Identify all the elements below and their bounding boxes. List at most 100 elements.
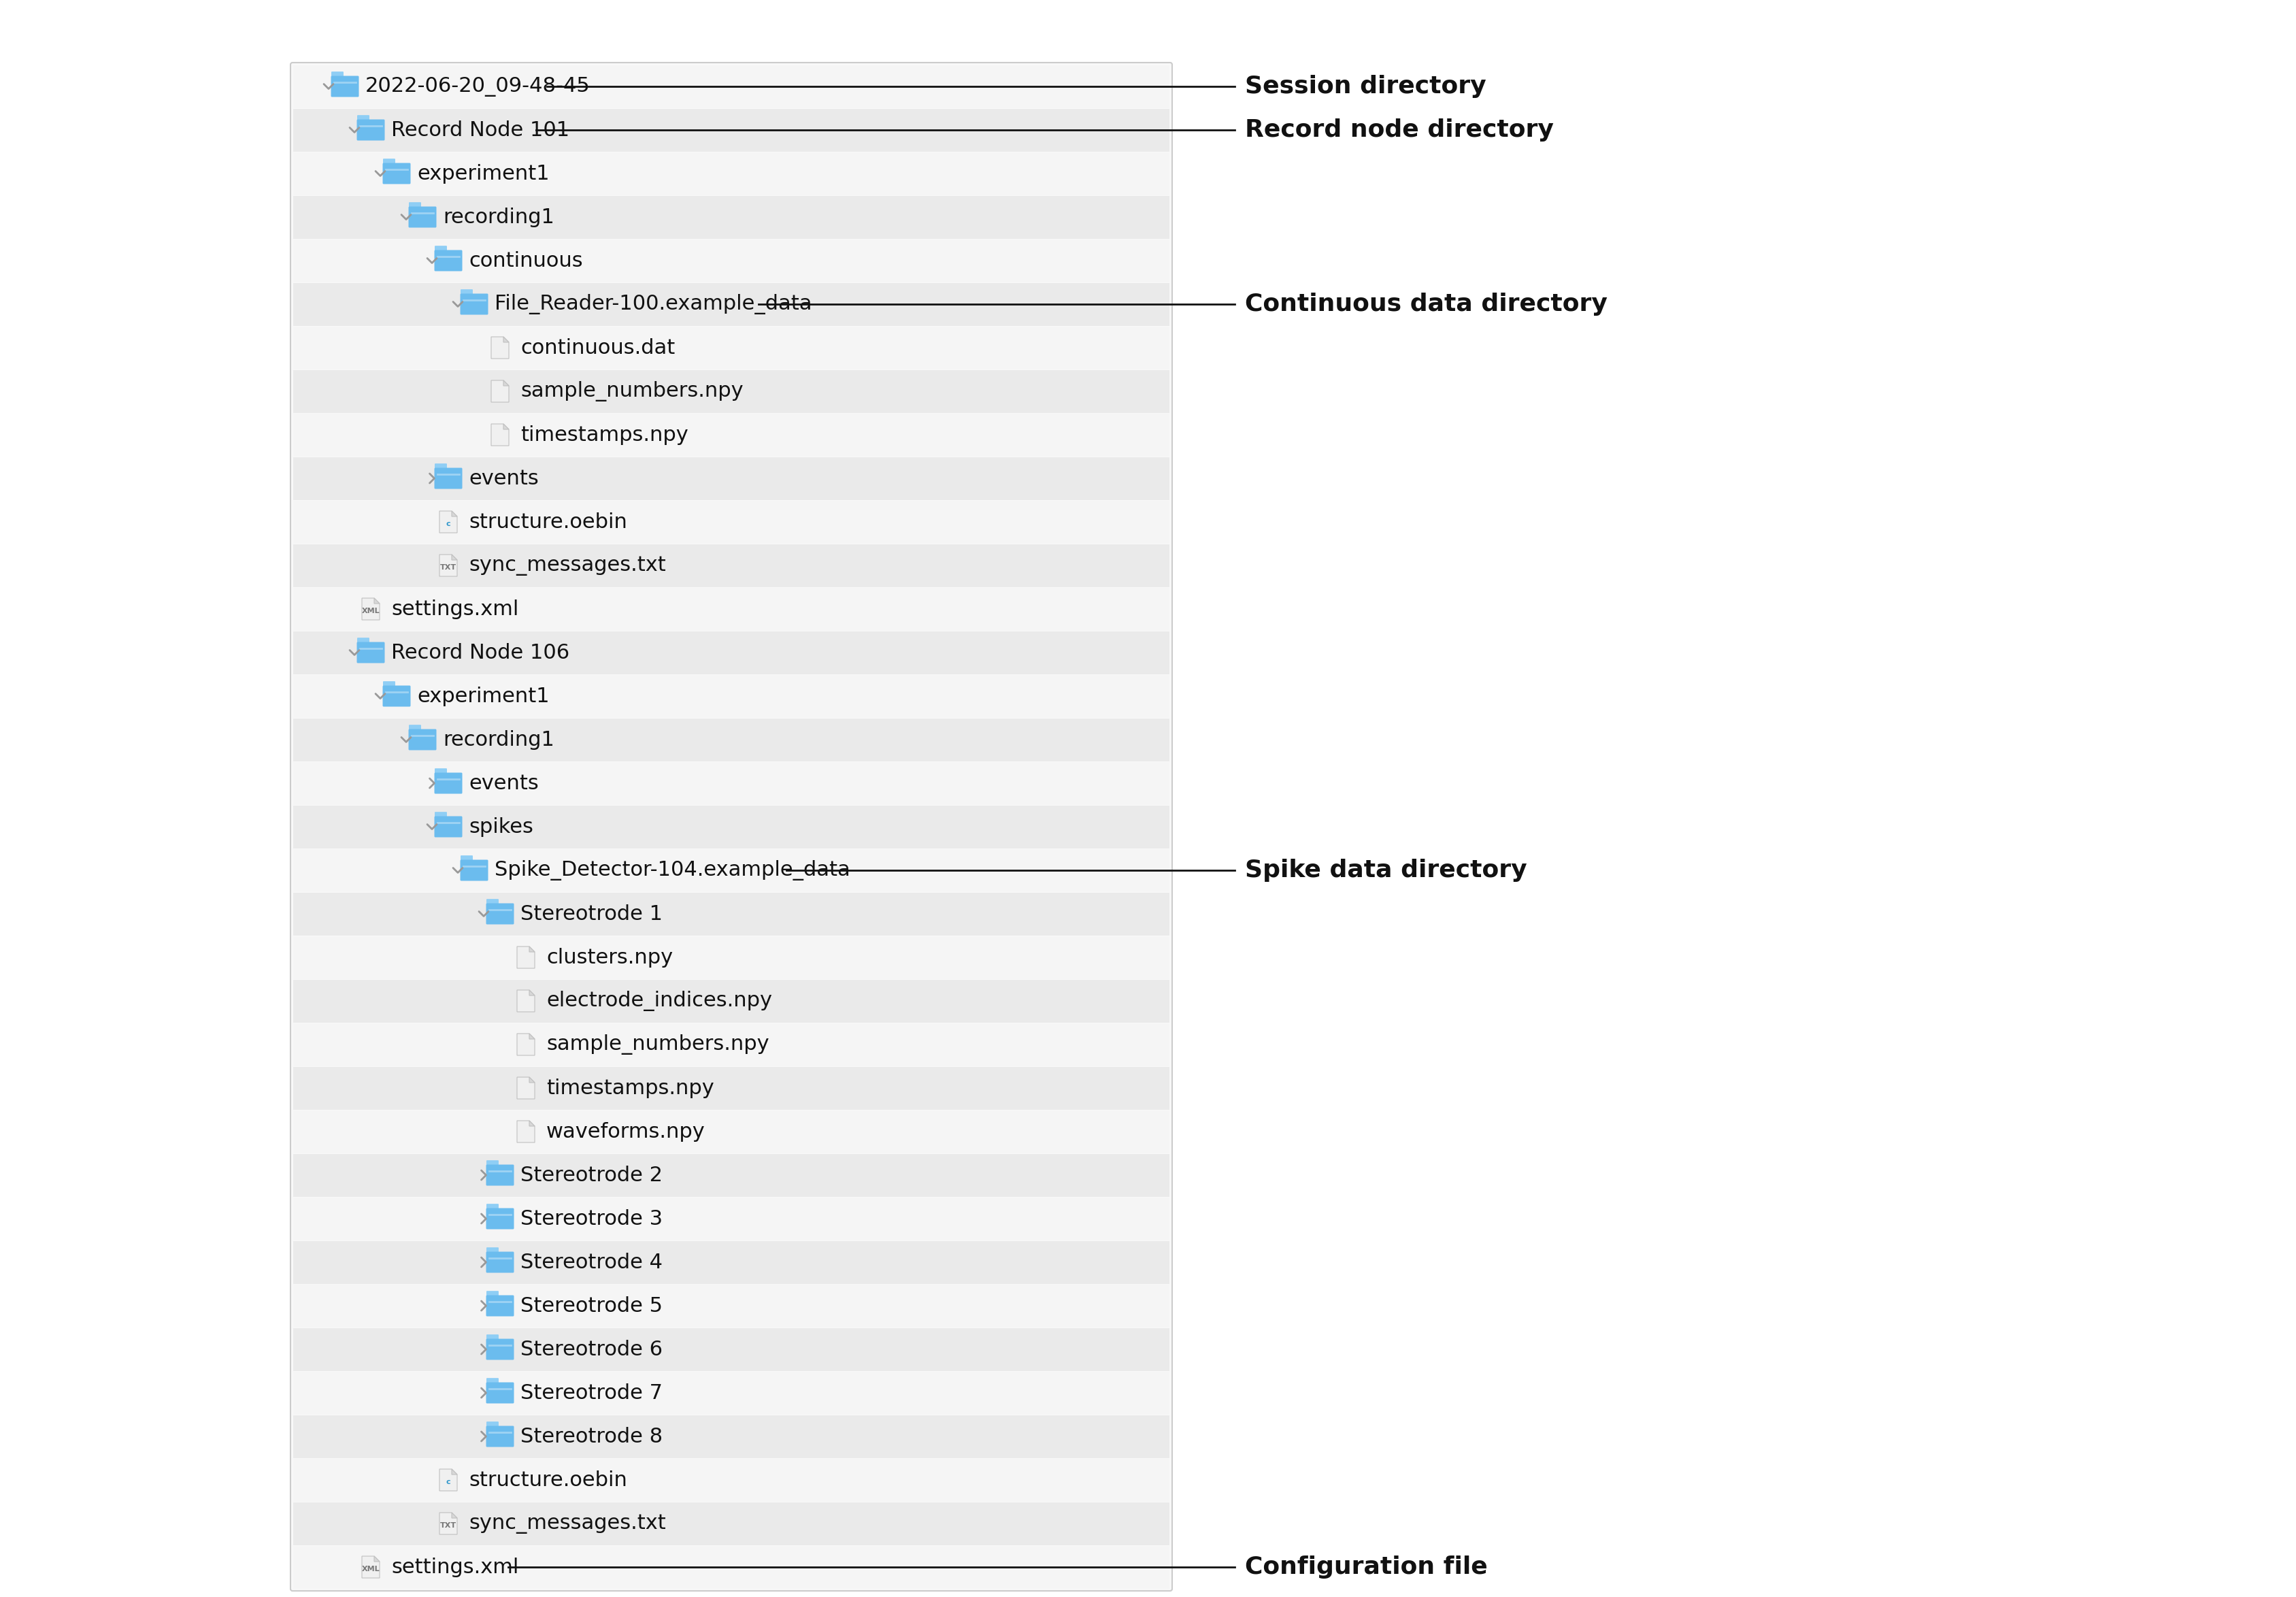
- FancyBboxPatch shape: [409, 730, 436, 751]
- Text: File_Reader-100.example_data: File_Reader-100.example_data: [494, 294, 813, 315]
- Bar: [294, 109, 1169, 152]
- Polygon shape: [517, 1121, 535, 1142]
- Polygon shape: [491, 380, 510, 402]
- Text: settings.xml: settings.xml: [390, 599, 519, 620]
- Polygon shape: [517, 990, 535, 1012]
- Bar: [294, 1110, 1169, 1153]
- Text: timestamps.npy: timestamps.npy: [546, 1078, 714, 1097]
- Bar: [294, 1458, 1169, 1501]
- Text: continuous: continuous: [468, 251, 583, 270]
- Text: clusters.npy: clusters.npy: [546, 947, 673, 968]
- Bar: [294, 326, 1169, 369]
- Text: TXT: TXT: [441, 1522, 457, 1528]
- Bar: [294, 152, 1169, 195]
- Bar: [294, 1327, 1169, 1370]
- FancyBboxPatch shape: [356, 120, 386, 141]
- Text: c: c: [445, 521, 450, 527]
- Text: structure.oebin: structure.oebin: [468, 1471, 627, 1490]
- Polygon shape: [439, 554, 457, 577]
- Polygon shape: [530, 1033, 535, 1040]
- Bar: [294, 588, 1169, 631]
- Polygon shape: [517, 947, 535, 968]
- Bar: [294, 1415, 1169, 1458]
- Text: sample_numbers.npy: sample_numbers.npy: [521, 382, 744, 401]
- Text: waveforms.npy: waveforms.npy: [546, 1121, 705, 1142]
- FancyBboxPatch shape: [434, 468, 461, 489]
- FancyBboxPatch shape: [487, 1335, 498, 1341]
- FancyBboxPatch shape: [487, 1295, 514, 1316]
- FancyBboxPatch shape: [487, 1421, 498, 1428]
- FancyBboxPatch shape: [487, 1290, 498, 1298]
- Polygon shape: [363, 1555, 379, 1578]
- Text: Stereotrode 1: Stereotrode 1: [521, 904, 664, 923]
- Text: Stereotrode 6: Stereotrode 6: [521, 1340, 664, 1359]
- Polygon shape: [452, 554, 457, 561]
- FancyBboxPatch shape: [487, 1383, 514, 1404]
- FancyBboxPatch shape: [461, 289, 473, 295]
- Text: XML: XML: [363, 607, 379, 615]
- Text: continuous.dat: continuous.dat: [521, 339, 675, 358]
- Text: Stereotrode 3: Stereotrode 3: [521, 1209, 664, 1228]
- Polygon shape: [374, 1555, 379, 1562]
- Bar: [294, 674, 1169, 717]
- Text: Stereotrode 2: Stereotrode 2: [521, 1166, 664, 1185]
- Bar: [294, 762, 1169, 805]
- Text: Stereotrode 7: Stereotrode 7: [521, 1383, 664, 1402]
- FancyBboxPatch shape: [358, 637, 370, 644]
- FancyBboxPatch shape: [383, 163, 411, 184]
- Bar: [294, 457, 1169, 500]
- Text: structure.oebin: structure.oebin: [468, 513, 627, 532]
- Bar: [294, 195, 1169, 238]
- FancyBboxPatch shape: [409, 206, 436, 228]
- Bar: [294, 850, 1169, 891]
- Bar: [294, 1198, 1169, 1241]
- Polygon shape: [517, 1033, 535, 1056]
- Text: spikes: spikes: [468, 818, 533, 837]
- FancyBboxPatch shape: [487, 1252, 514, 1273]
- FancyBboxPatch shape: [331, 77, 358, 97]
- Bar: [294, 1067, 1169, 1110]
- Text: settings.xml: settings.xml: [390, 1557, 519, 1576]
- Bar: [294, 1024, 1169, 1065]
- Polygon shape: [363, 599, 379, 620]
- FancyBboxPatch shape: [487, 899, 498, 905]
- Text: experiment1: experiment1: [418, 163, 549, 184]
- Polygon shape: [439, 511, 457, 533]
- Text: Record node directory: Record node directory: [1244, 118, 1554, 142]
- FancyBboxPatch shape: [487, 1426, 514, 1447]
- Bar: [294, 936, 1169, 979]
- Text: TXT: TXT: [441, 564, 457, 570]
- Bar: [294, 979, 1169, 1022]
- Text: c: c: [445, 1479, 450, 1485]
- Polygon shape: [530, 947, 535, 952]
- Bar: [294, 631, 1169, 674]
- Polygon shape: [517, 1076, 535, 1099]
- Text: Stereotrode 4: Stereotrode 4: [521, 1252, 664, 1273]
- Text: recording1: recording1: [443, 730, 553, 749]
- Polygon shape: [452, 1512, 457, 1519]
- Text: events: events: [468, 468, 540, 489]
- Text: sync_messages.txt: sync_messages.txt: [468, 1514, 666, 1533]
- Bar: [294, 805, 1169, 848]
- FancyBboxPatch shape: [356, 642, 386, 663]
- FancyBboxPatch shape: [461, 856, 473, 862]
- FancyBboxPatch shape: [459, 294, 489, 315]
- FancyBboxPatch shape: [487, 1164, 514, 1185]
- Text: events: events: [468, 773, 540, 794]
- Text: recording1: recording1: [443, 208, 553, 227]
- Text: sync_messages.txt: sync_messages.txt: [468, 556, 666, 575]
- Polygon shape: [503, 337, 510, 342]
- Bar: [294, 283, 1169, 326]
- FancyBboxPatch shape: [409, 725, 420, 731]
- Text: timestamps.npy: timestamps.npy: [521, 425, 689, 444]
- Polygon shape: [491, 423, 510, 446]
- Bar: [294, 240, 1169, 283]
- FancyBboxPatch shape: [487, 1247, 498, 1254]
- Text: Stereotrode 5: Stereotrode 5: [521, 1295, 664, 1316]
- FancyBboxPatch shape: [434, 463, 448, 470]
- Bar: [294, 1241, 1169, 1284]
- Polygon shape: [439, 1512, 457, 1535]
- Bar: [294, 371, 1169, 412]
- Text: Record Node 106: Record Node 106: [390, 642, 569, 663]
- Text: sample_numbers.npy: sample_numbers.npy: [546, 1035, 769, 1054]
